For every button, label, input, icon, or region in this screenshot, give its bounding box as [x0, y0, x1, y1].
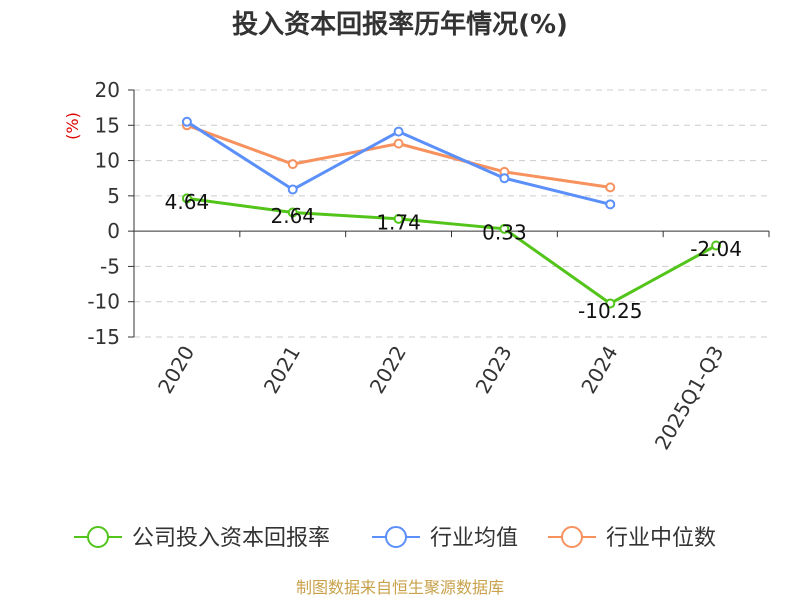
data-label: 0.33 — [482, 220, 527, 244]
data-point — [711, 240, 722, 251]
data-point — [605, 199, 616, 210]
data-label: -2.04 — [690, 237, 742, 261]
data-point — [287, 184, 298, 195]
data-label: -10.25 — [578, 299, 642, 323]
grid-lines — [134, 89, 769, 338]
x-tick-label: 2025Q1-Q3 — [650, 342, 729, 454]
x-tick-label: 2024 — [576, 342, 622, 398]
legend-label: 公司投入资本回报率 — [132, 526, 330, 551]
y-tick-label: -5 — [100, 254, 120, 278]
source-note: 制图数据来自恒生聚源数据库 — [296, 578, 504, 597]
y-tick-label: -15 — [87, 325, 120, 349]
data-point — [181, 193, 192, 204]
legend-marker-icon — [87, 526, 109, 548]
legend-item-1[interactable]: 行业均值 — [372, 526, 518, 551]
axes: 20 15 10 5 0 -5 -10 -15 2020 2021 2022 2023 2024 2025… — [87, 78, 770, 454]
data-label: 4.64 — [165, 190, 210, 214]
data-labels: 4.64 2.64 1.74 0.33 -10.25 -2.04 — [165, 190, 742, 323]
legend-marker-icon — [561, 526, 583, 548]
data-point — [393, 138, 404, 149]
y-tick-label: -10 — [87, 290, 120, 314]
legend-label: 行业均值 — [430, 526, 518, 551]
data-point — [393, 126, 404, 137]
x-tick-label: 2021 — [259, 342, 305, 398]
data-point — [605, 298, 616, 309]
legend-item-2[interactable]: 行业中位数 — [548, 526, 716, 551]
legend-label: 行业中位数 — [606, 526, 716, 551]
x-tick-label: 2020 — [153, 342, 199, 398]
legend-item-0[interactable]: 公司投入资本回报率 — [74, 526, 330, 551]
data-point — [181, 116, 192, 127]
x-tick-label: 2022 — [365, 342, 411, 398]
y-tick-label: 15 — [95, 113, 120, 137]
series-line-0 — [186, 196, 717, 305]
data-label: 1.74 — [376, 210, 421, 234]
y-tick-label: 0 — [107, 219, 120, 243]
data-point — [499, 223, 510, 234]
data-point — [287, 207, 298, 218]
chart-title: 投入资本回报率历年情况(%) — [232, 9, 568, 40]
data-point — [499, 173, 510, 184]
y-axis-label: (%) — [63, 112, 82, 140]
series-group — [181, 116, 722, 309]
y-tick-label: 5 — [107, 184, 120, 208]
legend-marker-icon — [385, 526, 407, 548]
data-point — [605, 182, 616, 193]
data-point — [393, 213, 404, 224]
data-point — [287, 159, 298, 170]
data-label: 2.64 — [270, 204, 315, 228]
legend[interactable]: 公司投入资本回报率 行业均值 行业中位数 — [74, 526, 716, 551]
y-tick-label: 20 — [95, 78, 120, 102]
x-tick-label: 2023 — [471, 342, 517, 398]
y-tick-label: 10 — [95, 149, 120, 173]
